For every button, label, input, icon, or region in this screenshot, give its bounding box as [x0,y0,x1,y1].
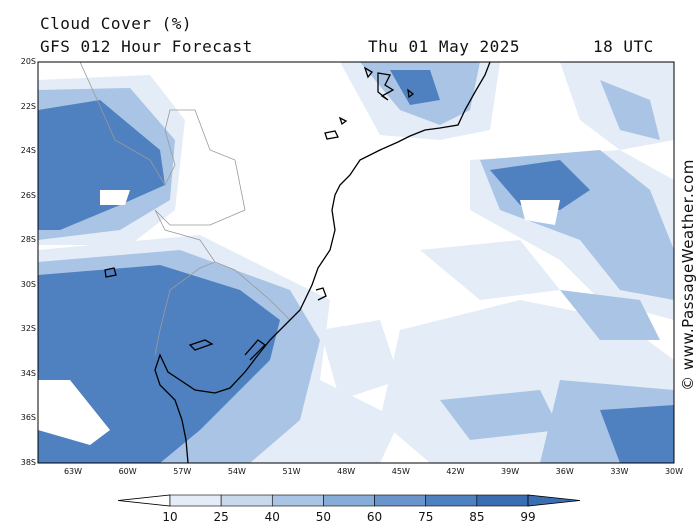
clear-pockets [38,190,560,445]
colorbar-segment [425,494,478,507]
coastline [104,62,491,463]
longitude-label: 63W [63,467,83,476]
colorbar-label: 75 [418,510,434,524]
forecast-time: 18 UTC [593,37,654,56]
forecast-subtitle: GFS 012 Hour Forecast [40,37,253,56]
latitude-label: 34S [20,368,36,378]
colorbar-max-arrow [527,494,581,507]
colorbar-label: 60 [366,510,383,524]
longitude-label: 39W [501,467,520,476]
latitude-label: 38S [20,458,36,467]
country-borders [79,62,291,356]
colorbar-segment [271,494,324,507]
credit-text: © www.PassageWeather.com [679,159,697,391]
map-frame [37,61,675,464]
longitude-label: 30W [664,467,684,476]
colorbar-segment [374,494,427,507]
latitude-label: 28S [20,235,36,245]
site-credit: © www.PassageWeather.com [676,150,700,400]
longitude-label: 54W [227,467,246,476]
colorbar-label: 50 [315,510,332,524]
longitude-label: 51W [282,467,301,476]
longitude-label: 45W [391,467,410,476]
latitude-label: 30S [20,279,36,289]
forecast-date: Thu 01 May 2025 [368,37,520,56]
colorbar-segment [220,494,273,507]
longitude-label: 48W [337,467,356,476]
longitude-label: 33W [610,467,629,476]
latitude-label: 22S [20,101,36,111]
colorbar-label: 85 [469,510,485,524]
colorbar-label: 25 [213,510,229,524]
map-area [38,62,674,463]
latitude-label: 20S [20,57,36,66]
longitude-label: 42W [446,467,465,476]
colorbar-label: 99 [520,510,536,524]
latitude-label: 24S [20,146,36,156]
colorbar-segment [476,494,529,507]
colorbar-segment [169,494,222,507]
colorbar-min-arrow [117,494,171,507]
map-title: Cloud Cover (%) [40,14,192,33]
longitude-label: 57W [173,467,192,476]
latitude-label: 26S [20,190,36,200]
cloud-band-85 [38,70,674,463]
latitude-label: 36S [20,413,36,423]
colorbar-label: 10 [162,510,178,524]
colorbar-segment [323,494,375,507]
longitude-label: 60W [118,467,137,476]
colorbar [117,494,581,507]
longitude-label: 36W [555,467,574,476]
colorbar-label: 40 [264,510,280,524]
latitude-label: 32S [20,324,36,334]
